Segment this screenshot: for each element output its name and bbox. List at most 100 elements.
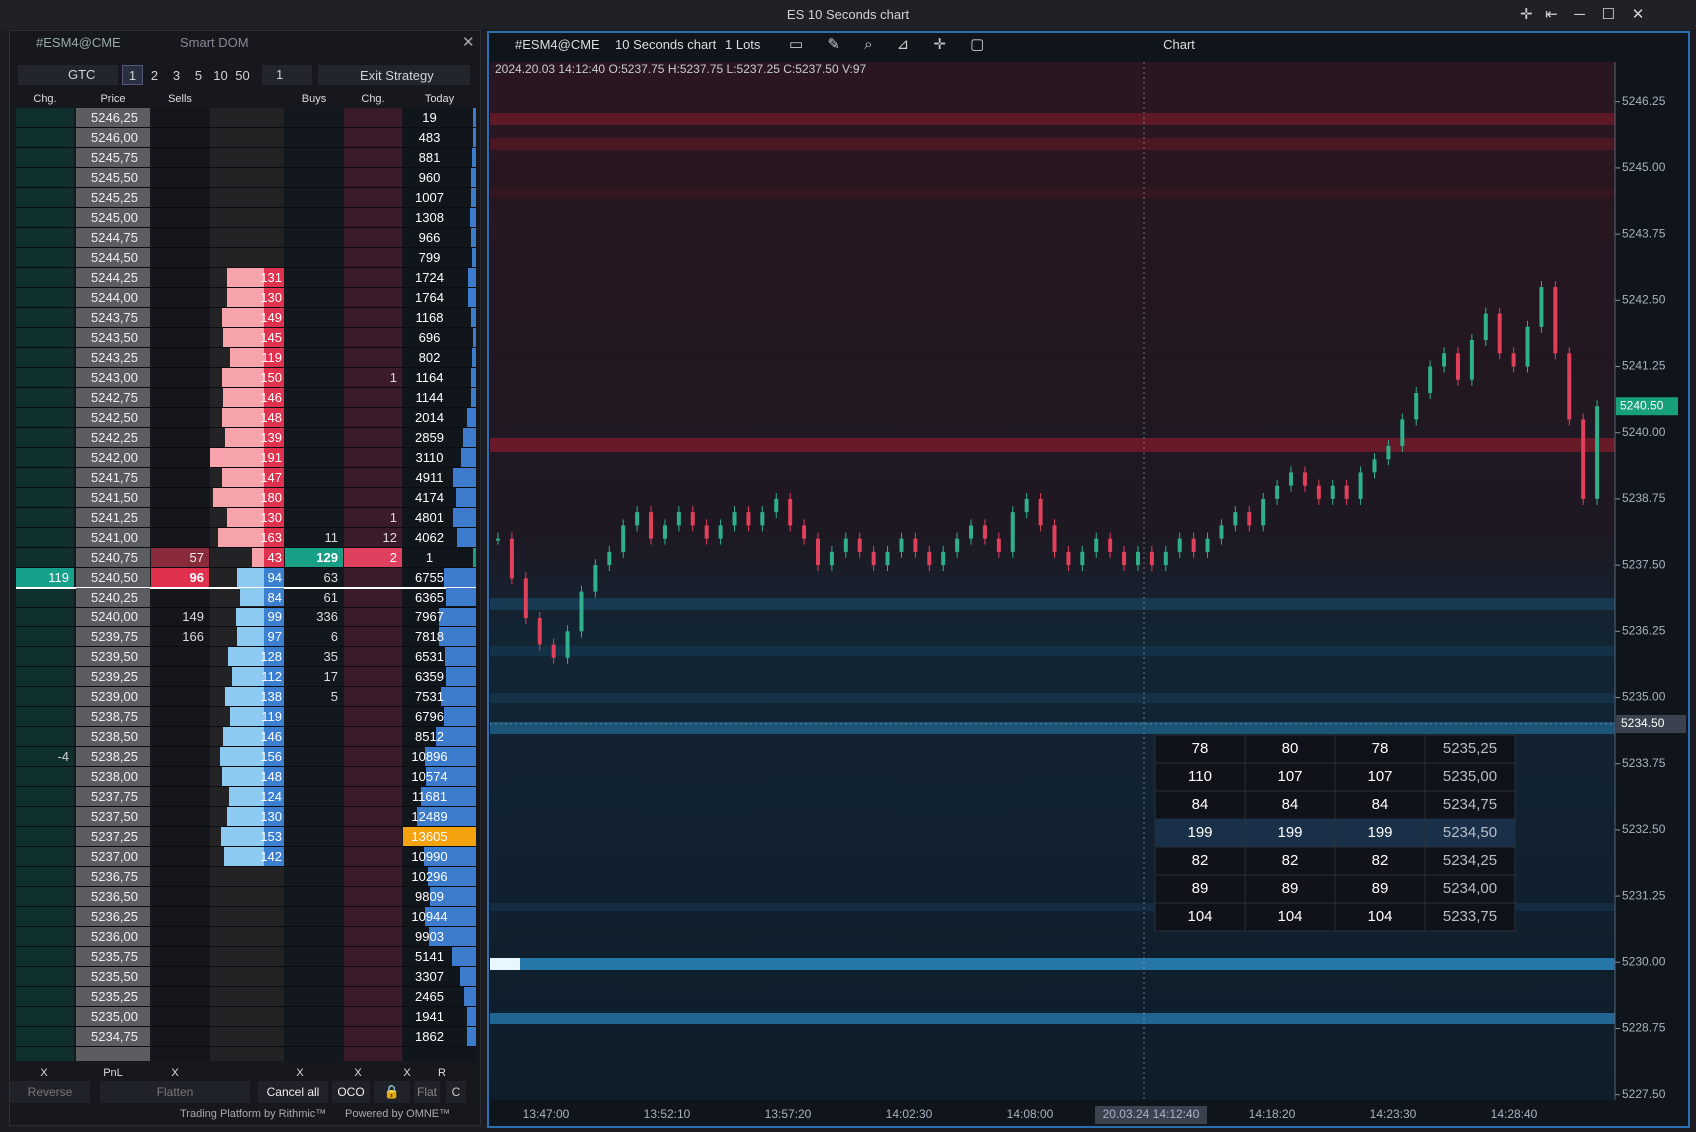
qty-button[interactable]: 2 [150, 67, 159, 83]
volume-bar [429, 927, 476, 947]
today-cell: 5141 [415, 949, 444, 965]
candle [871, 551, 876, 566]
ask-bar [224, 427, 264, 447]
close-icon[interactable]: ✕ [462, 34, 475, 51]
period-select[interactable]: 10 Seconds chart [615, 37, 717, 52]
ask-size: 43 [264, 547, 284, 567]
price-cell: 5243,75 [76, 307, 150, 327]
row-line [16, 486, 476, 488]
window-controls[interactable]: ✛ ⇤ ─ ☐ ✕ [1520, 6, 1645, 23]
today-cell: 4911 [415, 469, 444, 485]
y-tick-label: 5240.00 [1622, 425, 1666, 439]
candle [969, 525, 974, 539]
row-line [16, 506, 476, 508]
popup-cell: 199 [1367, 824, 1392, 841]
popup-cell: 107 [1277, 768, 1302, 785]
row-line [16, 386, 476, 388]
qty-button[interactable]: 5 [194, 67, 203, 83]
ask-bar [217, 527, 264, 547]
candle [718, 525, 723, 539]
candle [829, 551, 834, 566]
qty-button[interactable]: 50 [235, 67, 250, 83]
lock-button[interactable]: 🔒 [374, 1081, 410, 1103]
crosshair-price: 5234.50 [1621, 716, 1665, 730]
bid-size: 119 [261, 707, 284, 727]
candle [1428, 366, 1433, 393]
x-tick-label: 14:02:30 [886, 1107, 933, 1121]
tif-select[interactable]: GTC [18, 65, 118, 85]
row-line [16, 186, 476, 188]
candle [1358, 472, 1363, 499]
button[interactable]: Flatten [100, 1081, 250, 1103]
footer-label: PnL [103, 1067, 123, 1079]
price-cell: 5239,25 [76, 667, 150, 687]
price-cell: 5244,25 [76, 267, 150, 287]
row-line [16, 466, 476, 468]
ask-bar [222, 387, 264, 407]
row-line [16, 806, 476, 808]
qty-button[interactable]: 3 [172, 67, 181, 83]
qty-select[interactable]: 1 [262, 65, 312, 85]
column-header: Chg. [361, 92, 385, 105]
row-line [16, 966, 476, 968]
qty-button[interactable]: 10 [213, 67, 228, 83]
chg-cell: 1 [389, 509, 397, 525]
time-tag-bg [1095, 1106, 1207, 1124]
price-cell: 5235,25 [76, 987, 150, 1007]
strategy-select[interactable]: Exit Strategy [318, 65, 470, 85]
button[interactable]: C [446, 1081, 466, 1103]
price-cell: 5235,75 [76, 947, 150, 967]
button[interactable]: Cancel all [258, 1081, 328, 1103]
volume-bar [471, 187, 476, 207]
price-cell: 5242,50 [76, 407, 150, 427]
candle [1122, 551, 1127, 566]
ask-size: 119 [261, 347, 284, 367]
popup-cell: 104 [1367, 908, 1392, 925]
price-cell: 5240,25 [76, 587, 150, 607]
sells-cell: 96 [151, 567, 209, 587]
x-tick-label: 14:23:30 [1370, 1107, 1417, 1121]
volume-bar [466, 1007, 476, 1027]
buys-cell: 6 [330, 629, 338, 645]
price-cell: 5238,25 [76, 747, 150, 767]
price-cell: 5236,25 [76, 907, 150, 927]
popup-cell: 80 [1282, 740, 1299, 757]
price-cell: 5235,50 [76, 967, 150, 987]
price-cell: 5246,25 [76, 108, 150, 127]
row-line [16, 526, 476, 528]
y-tick-label: 5243.75 [1622, 226, 1666, 240]
y-tick-label: 5228.75 [1622, 1021, 1666, 1035]
bid-bar [237, 567, 264, 587]
button[interactable]: Flat [414, 1081, 440, 1103]
volume-bar [424, 747, 476, 767]
button[interactable]: OCO [332, 1081, 370, 1103]
candle [1386, 445, 1391, 460]
bid-size: 142 [260, 847, 284, 867]
today-cell: 960 [418, 169, 441, 185]
row-line [16, 746, 476, 748]
price-cell: 5236,00 [76, 927, 150, 947]
volume-bar [467, 287, 476, 307]
price-cell: 5239,00 [76, 687, 150, 707]
today-cell: 13605 [411, 829, 448, 845]
today-cell: 696 [418, 329, 441, 345]
candle [1191, 538, 1196, 552]
lots-select[interactable]: 1 Lots [725, 37, 761, 52]
candle [1233, 512, 1238, 526]
popup-cell: 104 [1277, 908, 1302, 925]
candle [885, 551, 890, 566]
popup-cell: 110 [1188, 768, 1212, 785]
button[interactable]: Reverse [10, 1081, 90, 1103]
volume-bar [403, 827, 476, 847]
today-cell: 10990 [411, 849, 448, 865]
candle [1261, 498, 1266, 526]
price-cell: 5243,00 [76, 367, 150, 387]
buys-cell: 336 [316, 609, 338, 625]
price-cell: 5239,50 [76, 647, 150, 667]
today-cell: 6755 [415, 569, 444, 585]
qty-button[interactable]: 1 [122, 65, 143, 85]
toolbar-icons[interactable]: ▭ ✎ ⌕ ⊿ ✛ ▢ [789, 36, 995, 53]
candle [1567, 353, 1572, 420]
y-tick-label: 5230.00 [1622, 954, 1666, 968]
bid-bar [227, 647, 264, 667]
